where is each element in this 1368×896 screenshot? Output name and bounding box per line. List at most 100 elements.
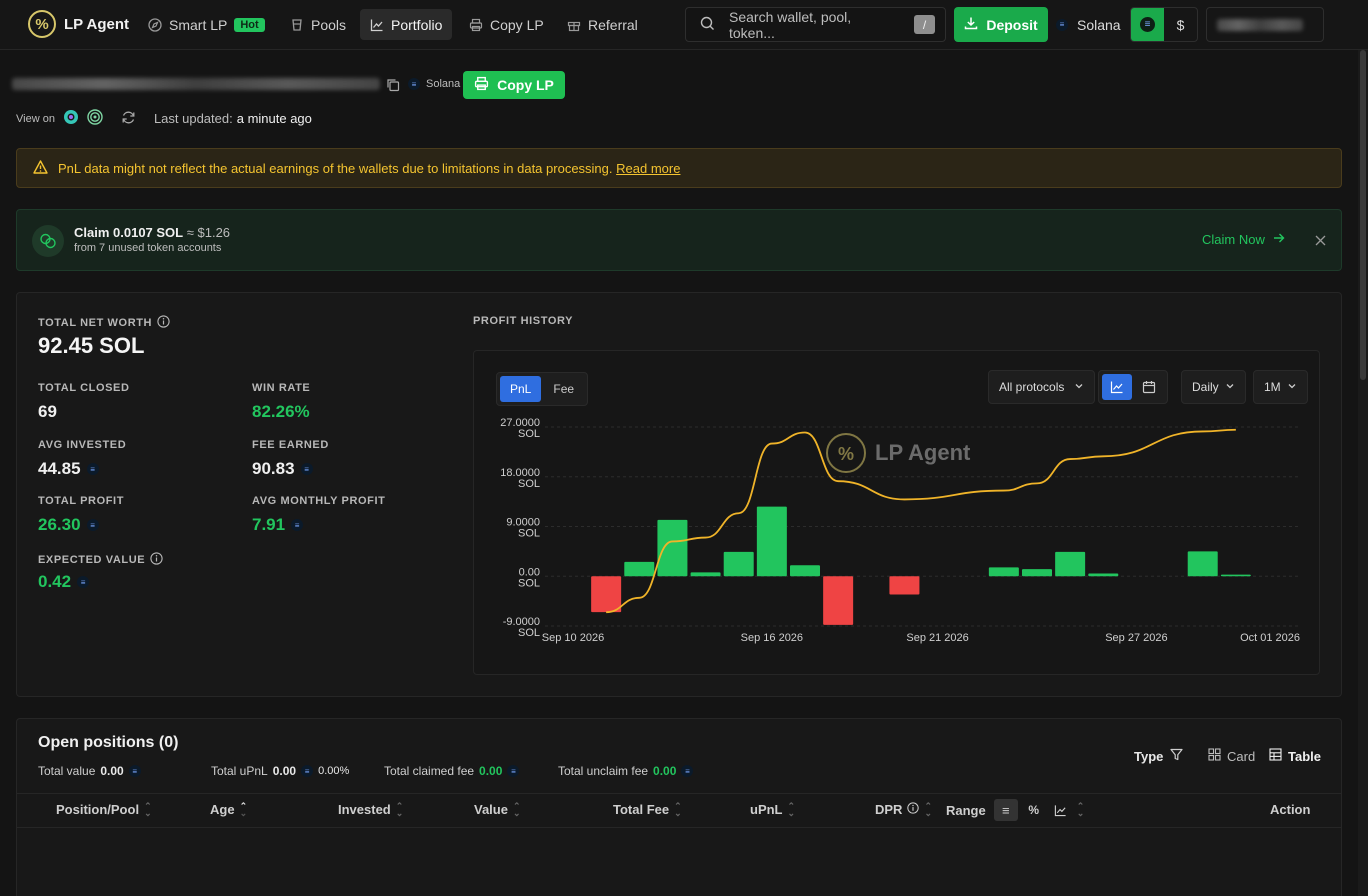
- read-more-link[interactable]: Read more: [616, 160, 681, 176]
- explorer-icon[interactable]: [87, 109, 103, 128]
- range-chart-toggle[interactable]: [1050, 799, 1072, 821]
- pnl-bar[interactable]: [756, 506, 787, 577]
- interval-dropdown[interactable]: Daily: [1181, 370, 1246, 404]
- currency-sol-option[interactable]: ≡: [1131, 8, 1164, 41]
- calendar-view-button[interactable]: [1134, 374, 1164, 400]
- column-header-total-fee[interactable]: Total Fee ⌃ ⌄: [613, 800, 682, 818]
- nav-item-portfolio[interactable]: Portfolio: [360, 9, 453, 40]
- tab-fee[interactable]: Fee: [553, 382, 575, 396]
- page-scrollbar[interactable]: [1358, 50, 1368, 896]
- line-chart-view-button[interactable]: [1102, 374, 1132, 400]
- total-upnl-value: 0.00: [272, 764, 297, 778]
- filter-icon: [1170, 748, 1183, 764]
- sort-icon: ⌃ ⌄: [395, 800, 404, 818]
- nav-item-label: Smart LP: [169, 16, 228, 33]
- x-tick-label: Sep 10 2026: [542, 632, 604, 644]
- svg-text:%: %: [838, 444, 854, 464]
- range-dropdown[interactable]: 1M: [1253, 370, 1308, 404]
- printer-icon: [474, 76, 489, 94]
- pnl-bar[interactable]: [889, 576, 920, 595]
- sort-icon: ⌃ ⌄: [239, 800, 248, 818]
- protocol-filter-dropdown[interactable]: All protocols: [988, 370, 1096, 404]
- gift-icon: [567, 18, 581, 32]
- last-updated-value: a minute ago: [236, 111, 312, 126]
- scrollbar-thumb[interactable]: [1360, 50, 1366, 380]
- info-icon[interactable]: [157, 315, 170, 331]
- grid-icon: [1208, 748, 1221, 764]
- pnl-bar[interactable]: [1055, 551, 1086, 577]
- solana-icon: ≡: [408, 78, 420, 90]
- refresh-icon[interactable]: [121, 110, 136, 128]
- pnl-bar[interactable]: [690, 572, 721, 577]
- wallet-address-button[interactable]: [1206, 7, 1324, 42]
- copy-lp-button[interactable]: Copy LP: [463, 71, 565, 99]
- deposit-button[interactable]: Deposit: [954, 7, 1048, 42]
- solscan-icon[interactable]: [63, 109, 79, 128]
- info-icon[interactable]: [150, 552, 163, 568]
- column-header-invested[interactable]: Invested ⌃ ⌄: [338, 800, 404, 818]
- pnl-bar[interactable]: [790, 565, 820, 577]
- search-input[interactable]: Search wallet, pool, token... /: [685, 7, 946, 42]
- last-updated-label: Last updated:: [153, 111, 233, 126]
- total-closed-label: TOTAL CLOSED: [38, 382, 130, 394]
- tab-pnl[interactable]: PnL: [500, 376, 542, 402]
- card-view-button[interactable]: Card: [1208, 748, 1255, 764]
- column-header-dpr[interactable]: DPR ⌃ ⌄: [875, 800, 932, 818]
- nav-item-label: Referral: [588, 16, 638, 33]
- logo[interactable]: % LP Agent: [28, 10, 129, 38]
- column-header-range: Range ≡ % ⌃ ⌄: [946, 799, 1084, 821]
- nav-item-label: Pools: [311, 16, 347, 33]
- total-profit-value: 26.30: [38, 515, 81, 534]
- chain-selector[interactable]: ≡ Solana: [1056, 7, 1121, 42]
- x-tick-label: Sep 21 2026: [906, 632, 968, 644]
- close-icon[interactable]: [1315, 234, 1326, 249]
- search-placeholder: Search wallet, pool, token...: [729, 8, 852, 41]
- unclaim-fee-value: 0.00: [653, 764, 677, 778]
- warning-text: PnL data might not reflect the actual ea…: [58, 160, 681, 176]
- pnl-bar[interactable]: [823, 576, 854, 625]
- range-list-toggle[interactable]: ≡: [993, 799, 1018, 821]
- nav-item-pools[interactable]: Pools: [280, 9, 356, 40]
- total-profit-label: TOTAL PROFIT: [38, 495, 125, 507]
- pnl-bar[interactable]: [1187, 551, 1218, 577]
- column-header-value[interactable]: Value ⌃ ⌄: [474, 800, 521, 818]
- claim-now-button[interactable]: Claim Now: [1202, 232, 1285, 247]
- unclaim-fee-summary: Total unclaim fee 0.00 ≡: [558, 764, 694, 778]
- win-rate-label: WIN RATE: [252, 382, 311, 394]
- pnl-bar[interactable]: [591, 576, 622, 613]
- sol-icon: ≡: [300, 463, 313, 475]
- copy-lp-label: Copy LP: [497, 77, 554, 93]
- pnl-bar[interactable]: [1022, 569, 1052, 577]
- nav-item-referral[interactable]: Referral: [557, 9, 648, 40]
- claimed-fee-label: Total claimed fee: [384, 764, 475, 778]
- range-percent-toggle[interactable]: %: [1028, 803, 1040, 817]
- sol-icon: ≡: [86, 463, 99, 475]
- search-icon: [700, 16, 715, 34]
- pnl-bar[interactable]: [723, 551, 754, 577]
- nav-item-label: Portfolio: [391, 16, 443, 33]
- type-filter-button[interactable]: Type: [1134, 748, 1183, 764]
- nav-item-smart-lp[interactable]: Smart LP Hot: [138, 9, 275, 40]
- column-header-position-pool[interactable]: Position/Pool ⌃ ⌄: [56, 800, 152, 818]
- nav-item-copy-lp[interactable]: Copy LP: [459, 9, 554, 40]
- pnl-bar[interactable]: [624, 561, 655, 577]
- column-header-upnl[interactable]: uPnL ⌃ ⌄: [750, 800, 796, 818]
- pnl-bar[interactable]: [1220, 574, 1251, 577]
- pnl-bar[interactable]: [657, 519, 688, 577]
- currency-usd-option[interactable]: $: [1176, 16, 1185, 33]
- y-tick-label: -9.0000: [503, 616, 540, 628]
- y-tick-unit: SOL: [518, 478, 540, 490]
- chart-watermark: % LP Agent: [826, 433, 971, 473]
- expected-value-value: 0.42: [38, 572, 72, 591]
- copy-address-icon[interactable]: [386, 78, 400, 95]
- protocol-filter-value: All protocols: [999, 380, 1065, 394]
- chevron-down-icon: [1074, 380, 1084, 394]
- column-header-age[interactable]: Age ⌃ ⌄: [210, 800, 248, 818]
- pnl-bar[interactable]: [1088, 573, 1119, 577]
- arrow-right-icon: [1273, 232, 1285, 247]
- wallet-address-redacted: [12, 78, 380, 90]
- y-tick-unit: SOL: [518, 528, 540, 540]
- pnl-fee-toggle: PnL Fee: [496, 372, 589, 406]
- pnl-bar[interactable]: [988, 567, 1019, 577]
- table-view-button[interactable]: Table: [1269, 748, 1321, 764]
